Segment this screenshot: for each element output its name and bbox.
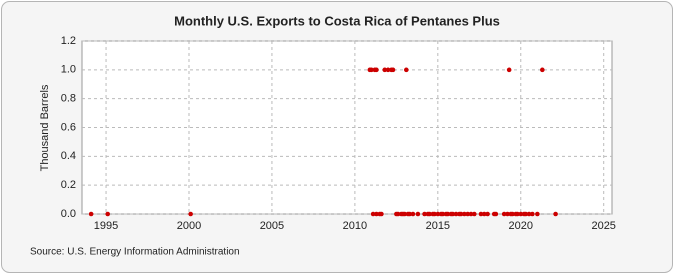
chart-title: Monthly U.S. Exports to Costa Rica of Pe… [174, 13, 500, 28]
x-tick-label: 2020 [509, 220, 533, 232]
data-point [410, 211, 416, 217]
data-point [395, 211, 401, 217]
data-point [510, 211, 515, 217]
data-point [379, 211, 384, 217]
data-point [468, 211, 474, 217]
data-point [506, 67, 512, 73]
data-point [385, 67, 391, 73]
data-point [407, 211, 412, 217]
data-point [382, 67, 388, 73]
data-point [462, 211, 467, 217]
data-point [553, 211, 558, 217]
data-point [481, 211, 487, 217]
data-point [402, 211, 407, 217]
source-note: Source: U.S. Energy Information Administ… [30, 247, 240, 258]
y-tick-label: 0.8 [61, 93, 76, 105]
y-axis-label: Thousand Barrels [39, 84, 51, 171]
y-tick-label: 0.4 [61, 150, 76, 162]
data-point [465, 211, 470, 217]
data-point [453, 211, 459, 217]
data-point [505, 211, 510, 217]
data-point [374, 211, 379, 217]
data-point [445, 211, 451, 217]
y-tick-label: 0.6 [61, 121, 76, 133]
data-point [188, 211, 193, 217]
x-tick-label: 2015 [426, 220, 450, 232]
data-point [458, 211, 464, 217]
data-point [404, 67, 409, 73]
x-tick-label: 2000 [177, 220, 201, 232]
y-tick-label: 1.0 [61, 64, 76, 76]
data-point [422, 211, 427, 217]
data-point [370, 211, 376, 217]
data-point [450, 211, 456, 217]
data-point [501, 211, 507, 217]
data-point [432, 211, 437, 217]
data-point [485, 211, 490, 217]
x-tick-label: 2025 [591, 220, 615, 232]
data-point [440, 211, 446, 217]
data-point [523, 211, 529, 217]
data-point [493, 211, 499, 217]
x-tick-label: 1995 [94, 220, 118, 232]
x-tick-label: 2005 [260, 220, 284, 232]
data-point [540, 67, 545, 73]
data-point [369, 67, 374, 73]
data-point [105, 211, 111, 217]
data-point [478, 211, 484, 217]
data-point [518, 211, 524, 217]
y-tick-label: 0.0 [61, 208, 76, 220]
data-point [530, 211, 535, 217]
data-point [415, 211, 421, 217]
data-point [472, 211, 477, 217]
data-point [427, 211, 432, 217]
y-tick-label: 0.2 [61, 179, 76, 191]
y-tick-label: 1.2 [61, 35, 76, 47]
data-point [535, 211, 540, 217]
data-point [390, 67, 396, 73]
data-point [526, 211, 532, 217]
data-point [515, 211, 520, 217]
data-point [374, 67, 379, 73]
data-point [88, 211, 94, 217]
x-tick-label: 2010 [343, 220, 367, 232]
data-point [435, 211, 441, 217]
